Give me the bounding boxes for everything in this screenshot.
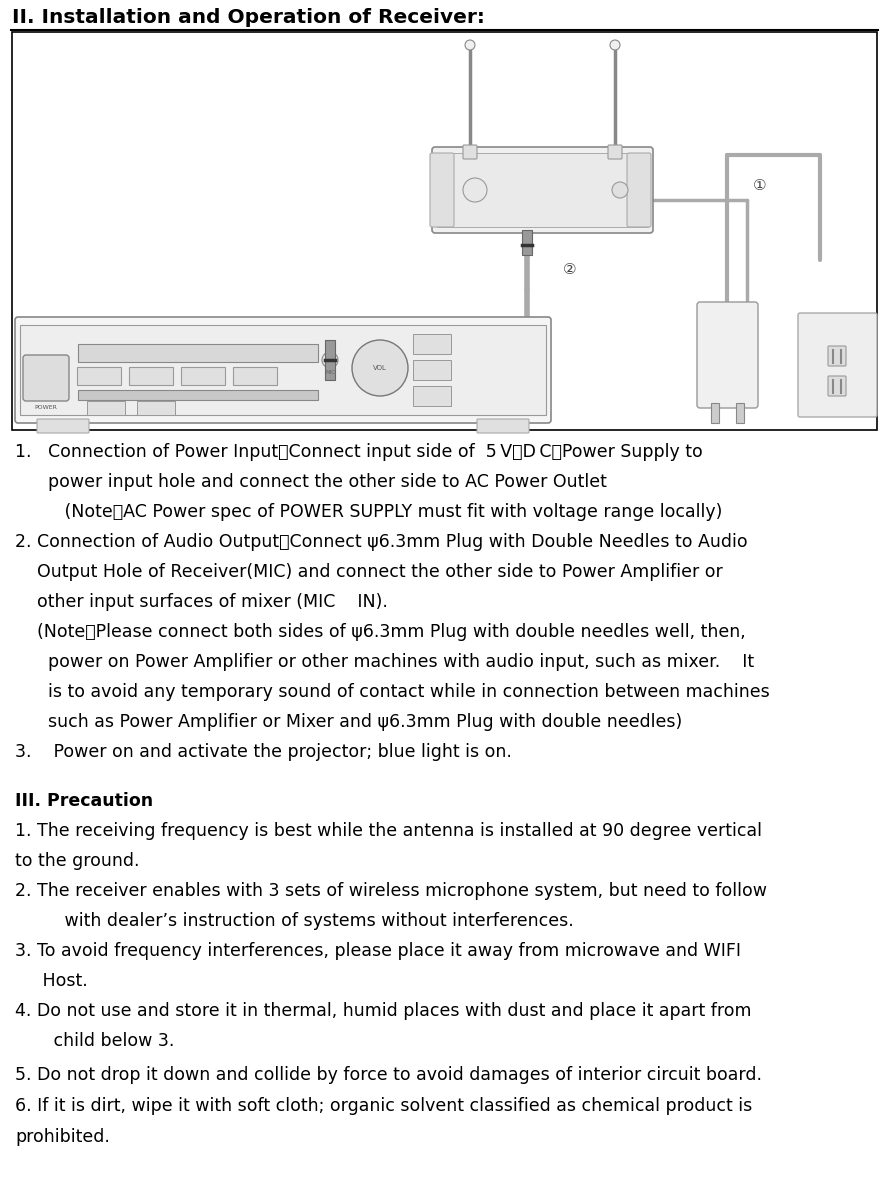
- FancyBboxPatch shape: [463, 146, 477, 159]
- Text: (Note：AC Power spec of POWER SUPPLY must fit with voltage range locally): (Note：AC Power spec of POWER SUPPLY must…: [15, 503, 723, 521]
- Circle shape: [612, 182, 628, 198]
- Text: to the ground.: to the ground.: [15, 852, 140, 870]
- FancyBboxPatch shape: [828, 346, 846, 366]
- FancyBboxPatch shape: [413, 360, 451, 380]
- Text: III. Precaution: III. Precaution: [15, 792, 153, 810]
- Text: is to avoid any temporary sound of contact while in connection between machines: is to avoid any temporary sound of conta…: [15, 683, 770, 701]
- Text: Output Hole of Receiver(MIC) and connect the other side to Power Amplifier or: Output Hole of Receiver(MIC) and connect…: [15, 563, 723, 581]
- FancyBboxPatch shape: [522, 230, 532, 255]
- FancyBboxPatch shape: [87, 401, 125, 415]
- Circle shape: [463, 178, 487, 202]
- FancyBboxPatch shape: [627, 153, 651, 227]
- Circle shape: [352, 340, 408, 396]
- FancyBboxPatch shape: [78, 390, 318, 401]
- Text: POWER: POWER: [35, 405, 58, 410]
- Text: child below 3.: child below 3.: [15, 1032, 174, 1050]
- Text: power input hole and connect the other side to AC Power Outlet: power input hole and connect the other s…: [15, 473, 607, 491]
- FancyBboxPatch shape: [430, 153, 454, 227]
- FancyBboxPatch shape: [697, 302, 758, 408]
- FancyBboxPatch shape: [233, 367, 277, 385]
- Text: 1. The receiving frequency is best while the antenna is installed at 90 degree v: 1. The receiving frequency is best while…: [15, 822, 762, 840]
- Text: 2. The receiver enables with 3 sets of wireless microphone system, but need to f: 2. The receiver enables with 3 sets of w…: [15, 882, 767, 900]
- Text: 6. If it is dirt, wipe it with soft cloth; organic solvent classified as chemica: 6. If it is dirt, wipe it with soft clot…: [15, 1097, 752, 1115]
- FancyBboxPatch shape: [477, 419, 529, 433]
- FancyBboxPatch shape: [20, 325, 546, 415]
- FancyBboxPatch shape: [129, 367, 173, 385]
- Text: prohibited.: prohibited.: [15, 1128, 110, 1146]
- Circle shape: [610, 40, 620, 51]
- Text: 3. To avoid frequency interferences, please place it away from microwave and WIF: 3. To avoid frequency interferences, ple…: [15, 942, 741, 960]
- Text: power on Power Amplifier or other machines with audio input, such as mixer.    I: power on Power Amplifier or other machin…: [15, 653, 754, 671]
- FancyBboxPatch shape: [325, 340, 335, 380]
- FancyBboxPatch shape: [736, 403, 744, 423]
- Text: such as Power Amplifier or Mixer and ψ6.3mm Plug with double needles): such as Power Amplifier or Mixer and ψ6.…: [15, 713, 682, 731]
- Text: II. Installation and Operation of Receiver:: II. Installation and Operation of Receiv…: [12, 8, 485, 26]
- FancyBboxPatch shape: [432, 147, 653, 233]
- Text: with dealer’s instruction of systems without interferences.: with dealer’s instruction of systems wit…: [15, 912, 573, 930]
- FancyBboxPatch shape: [23, 355, 69, 401]
- FancyBboxPatch shape: [798, 313, 877, 417]
- Text: Host.: Host.: [15, 972, 88, 990]
- FancyBboxPatch shape: [37, 419, 89, 433]
- Text: 1.   Connection of Power Input：Connect input side of  5 V（D C）Power Supply to: 1. Connection of Power Input：Connect inp…: [15, 443, 702, 461]
- FancyBboxPatch shape: [608, 146, 622, 159]
- Text: 5. Do not drop it down and collide by force to avoid damages of interior circuit: 5. Do not drop it down and collide by fo…: [15, 1066, 762, 1084]
- Text: 4. Do not use and store it in thermal, humid places with dust and place it apart: 4. Do not use and store it in thermal, h…: [15, 1002, 751, 1020]
- FancyBboxPatch shape: [12, 32, 877, 429]
- Text: VOL: VOL: [373, 365, 387, 371]
- FancyBboxPatch shape: [15, 318, 551, 423]
- FancyBboxPatch shape: [437, 153, 648, 227]
- Text: 3.    Power on and activate the projector; blue light is on.: 3. Power on and activate the projector; …: [15, 743, 512, 761]
- FancyBboxPatch shape: [828, 377, 846, 396]
- Text: ①: ①: [753, 178, 767, 192]
- Text: MIC: MIC: [325, 369, 335, 374]
- Circle shape: [322, 352, 338, 368]
- FancyBboxPatch shape: [413, 386, 451, 405]
- Text: (Note：Please connect both sides of ψ6.3mm Plug with double needles well, then,: (Note：Please connect both sides of ψ6.3m…: [15, 623, 746, 641]
- Text: ②: ②: [564, 262, 577, 278]
- FancyBboxPatch shape: [78, 344, 318, 362]
- Circle shape: [465, 40, 475, 51]
- FancyBboxPatch shape: [77, 367, 121, 385]
- FancyBboxPatch shape: [711, 403, 719, 423]
- Text: 2. Connection of Audio Output：Connect ψ6.3mm Plug with Double Needles to Audio: 2. Connection of Audio Output：Connect ψ6…: [15, 533, 748, 551]
- FancyBboxPatch shape: [413, 334, 451, 354]
- Text: other input surfaces of mixer (MIC    IN).: other input surfaces of mixer (MIC IN).: [15, 593, 388, 611]
- FancyBboxPatch shape: [181, 367, 225, 385]
- FancyBboxPatch shape: [137, 401, 175, 415]
